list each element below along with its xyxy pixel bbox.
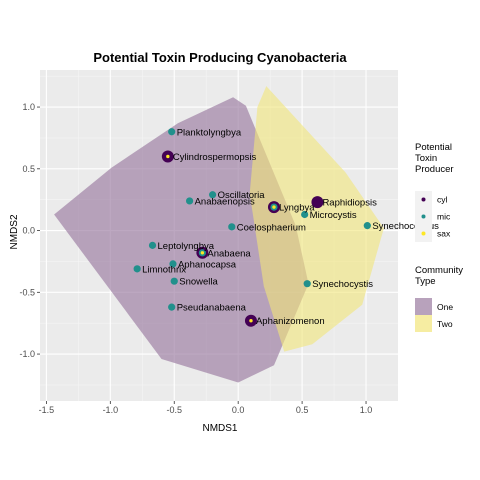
point-label-snowella: Snowella [179,277,218,288]
legend-label-hull_one: One [437,302,453,312]
y-tick-label: 0.0 [22,226,35,236]
x-tick-label: -0.5 [166,405,182,415]
point-label-pseudanabaena: Pseudanabaena [177,303,247,314]
legend-community-title: Type [415,276,436,287]
x-tick-label: -1.5 [39,405,55,415]
point-label-aphanizomenon: Aphanizomenon [256,316,325,327]
y-tick-label: -0.5 [19,287,35,297]
legend-community-title: Community [415,265,463,276]
point-label-planktolyngbya: Planktolyngbya [177,127,242,138]
legend-key-sax [421,231,426,236]
y-axis: -1.0 -0.5 0.0 0.5 1.0 [19,102,40,359]
point-lyngbya-sax [272,205,276,209]
point-label-anabaenopsis: Anabaenopsis [195,196,255,207]
y-tick-label: 0.5 [22,164,35,174]
point-anabaenopsis-mic [185,197,194,205]
point-label-coelosphaerium: Coelosphaerium [237,222,306,233]
hull-two [249,86,384,352]
legend-producer-title: Potential [415,142,452,153]
x-axis: -1.5 -1.0 -0.5 0.0 0.5 1.0 [39,401,373,415]
point-label-aphanocapsa: Aphanocapsa [178,259,237,270]
x-axis-title: NMDS1 [202,423,237,434]
point-synechococcus-mic [363,222,371,230]
y-tick-label: -1.0 [19,349,35,359]
legend-key-cyl [421,197,426,202]
x-tick-label: -1.0 [103,405,119,415]
point-oscillatoria-mic [209,191,217,199]
legend-key-hull_two [415,315,432,332]
legend-label-sax: sax [437,229,451,239]
point-label-limnothrix: Limnothrix [142,264,186,275]
point-label-cylindrospermopsis: Cylindrospermopsis [173,152,257,163]
legend-producer-title: Toxin [415,153,437,164]
point-pseudanabaena-mic [168,303,176,311]
hulls [54,86,384,383]
point-synechocystis-mic [303,280,311,288]
point-cylindrospermopsis-sax [166,154,170,159]
point-snowella-mic [170,277,178,285]
chart-title: Potential Toxin Producing Cyanobacteria [93,50,347,65]
point-microcystis-mic [301,210,309,219]
x-tick-label: 0.5 [296,405,309,415]
point-coelosphaerium-mic [228,223,236,231]
hull-one [54,97,309,383]
legend-label-hull_two: Two [437,319,453,329]
points [133,128,371,327]
point-limnothrix-mic [133,265,141,273]
point-label-raphidiopsis: Raphidiopsis [322,198,377,209]
point-label-synechocystis: Synechocystis [312,279,373,290]
point-label-synechococcus: Synechococcus [372,221,439,232]
point-planktolyngbya-mic [168,128,176,136]
legend-label-mic: mic [437,212,451,222]
point-aphanizomenon-sax [249,319,253,323]
legend-key-mic [421,214,426,219]
point-raphidiopsis-cyl [311,196,324,209]
point-leptolyngbya-mic [148,241,157,249]
legend-key-hull_one [415,298,432,315]
point-labels: Planktolyngbya Cylindrospermopsis Oscillat… [142,127,439,327]
x-tick-label: 0.0 [232,405,245,415]
point-label-anabaena: Anabaena [207,248,251,259]
point-label-oscillatoria: Oscillatoria [218,190,266,201]
x-tick-label: 1.0 [360,405,373,415]
point-label-microcystis: Microcystis [310,210,357,221]
legend-label-cyl: cyl [437,195,448,205]
legend-producer-title: Producer [415,164,454,175]
y-axis-title: NMDS2 [9,214,20,249]
point-anabaena-sax [200,251,205,255]
point-label-leptolyngbya: Leptolyngbya [158,241,215,252]
point-aphanocapsa-mic [169,260,177,268]
y-tick-label: 1.0 [22,102,35,112]
point-label-lyngbya: Lyngbya [279,203,315,214]
